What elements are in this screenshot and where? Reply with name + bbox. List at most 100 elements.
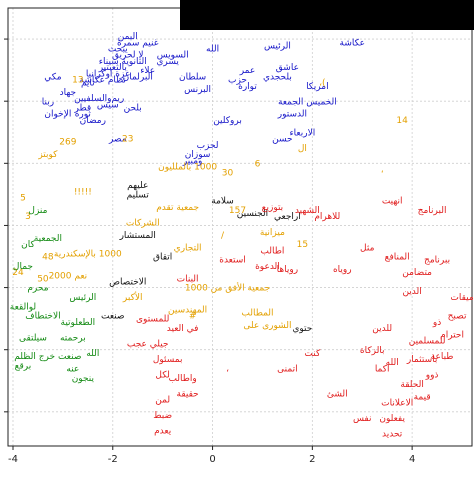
word-point-label: لكل — [155, 371, 170, 381]
word-point-label: جيلي عجب — [127, 340, 169, 350]
word-point-label: 3 — [25, 212, 31, 222]
word-point-label: الشورى على — [243, 321, 291, 331]
x-tick-label: 0 — [209, 454, 215, 465]
word-point-label: !!!!! — [74, 187, 92, 197]
word-point-label: والسلفيين — [74, 94, 111, 104]
word-point-label: كنت — [304, 349, 321, 359]
word-point-label: الطعلوتية — [61, 318, 96, 328]
word-point-label: روياه — [333, 265, 352, 275]
word-point-label: الله — [206, 44, 219, 54]
word-point-label: الثانوية سيناء — [99, 57, 147, 67]
word-point-label: الإخوان — [44, 110, 71, 120]
word-point-label: 5 — [20, 194, 26, 204]
word-point-label: حقيقة — [177, 389, 199, 399]
word-point-label: لمن — [155, 396, 170, 406]
word-point-label: الشئ — [327, 389, 348, 399]
word-point-label: لحزب — [197, 141, 219, 151]
x-tick-label: -2 — [108, 454, 118, 465]
word-point-label: الاختطاف — [25, 312, 60, 322]
word-point-label: البرنس — [184, 85, 211, 95]
word-point-label: الدين — [402, 287, 421, 297]
word-point-label: ذوو — [425, 371, 439, 381]
word-point-label: الأكبر — [122, 291, 143, 303]
word-point-label: توارة — [238, 82, 257, 92]
word-point-label: احترام — [440, 330, 464, 340]
word-point-label: المنافع — [385, 253, 410, 263]
word-point-label: بالزكاة — [360, 346, 385, 356]
word-point-label: الجمعية — [34, 234, 62, 244]
word-point-label: نظام عكاشة — [80, 76, 127, 86]
word-point-label: التجاري — [174, 243, 202, 253]
word-point-label: يسري — [156, 57, 179, 67]
word-point-label: المستشار — [119, 231, 156, 241]
word-point-label: بلحجدي — [263, 72, 292, 82]
word-point-label: 48 — [42, 253, 54, 263]
word-point-label: ينجون — [72, 374, 95, 384]
x-tick-label: -4 — [8, 454, 18, 465]
word-point-label: الدعوة — [255, 262, 280, 272]
word-point-label: نفس — [353, 414, 372, 424]
word-point-label: الحلقة — [400, 380, 423, 390]
x-tick-label: 4 — [409, 454, 415, 465]
word-point-label: الخميس الجمعة — [278, 97, 337, 107]
word-point-label: 1000 بالملليون — [158, 163, 217, 173]
word-point-label: لوالقعة — [10, 302, 36, 312]
word-point-label: منزل — [28, 206, 47, 216]
word-point-label: صنعت — [101, 312, 125, 322]
word-point-label: قطر — [74, 104, 92, 114]
word-point-label: نعم 2000 — [49, 271, 88, 281]
word-point-label: عكاشة — [340, 38, 365, 48]
word-point-label: بروكلين — [213, 116, 242, 126]
word-point-label: للمسلمين — [409, 336, 446, 346]
top-overlay-bar — [180, 0, 474, 30]
word-point-label: استعدة — [219, 256, 246, 266]
word-point-label: عاشق — [276, 63, 299, 73]
word-point-label: غنيم سمرة — [117, 38, 159, 48]
word-point-label: تصبح — [448, 312, 467, 322]
word-point-label: سيس — [97, 100, 119, 110]
word-point-label: جمال — [13, 262, 33, 272]
word-point-label: واطالب — [168, 374, 196, 384]
word-point-label: 157 — [229, 206, 246, 216]
word-point-label: اراجعي — [274, 212, 301, 222]
word-point-label: برحمته — [60, 333, 86, 343]
word-point-label: اتمنى — [277, 364, 297, 374]
word-point-label: ذو — [432, 318, 441, 328]
word-point-label: مكي — [44, 72, 61, 82]
word-point-label: الرئيس — [69, 293, 96, 303]
word-point-label: سلامة — [211, 197, 234, 207]
word-point-label: حتوي — [292, 324, 312, 334]
word-point-label: الله — [386, 358, 399, 368]
word-point-label: الاعلانات — [381, 399, 413, 409]
word-point-label: 1000 بالإسكندرية — [54, 250, 122, 260]
word-point-label: عليهم — [127, 181, 148, 191]
word-point-label: في العيد — [167, 324, 199, 334]
word-point-label: ثورة — [75, 110, 92, 120]
word-point-label: ال — [298, 144, 307, 154]
word-point-label: ومبير — [182, 156, 203, 166]
word-point-label: تحديد — [382, 430, 403, 440]
word-point-label: عنه — [66, 364, 79, 374]
word-point-label: # — [189, 312, 197, 322]
word-point-label: ببرنامج — [424, 256, 450, 266]
word-point-label: الجنسين — [237, 209, 268, 219]
word-point-label: امريكا — [306, 82, 329, 92]
word-point-label: 30 — [222, 169, 234, 179]
word-point-label: تسليم — [127, 190, 150, 200]
word-point-label: 269 — [59, 138, 76, 148]
word-point-label: الشركات — [126, 218, 160, 228]
word-point-label: المطالب — [241, 309, 273, 319]
word-point-label: ، — [381, 166, 384, 176]
word-point-label: جهاد — [60, 88, 76, 98]
word-point-label: 24 — [12, 268, 24, 278]
word-point-label: للمستوى — [136, 315, 169, 325]
word-point-label: / — [221, 231, 225, 241]
word-point-label: ربنا — [42, 97, 54, 107]
word-point-label: البنات — [177, 274, 199, 284]
word-point-label: للاهرام — [314, 212, 340, 222]
word-point-label: اطالب — [260, 246, 284, 256]
word-point-label: حزب — [228, 76, 247, 86]
word-point-label: 15 — [297, 240, 308, 250]
